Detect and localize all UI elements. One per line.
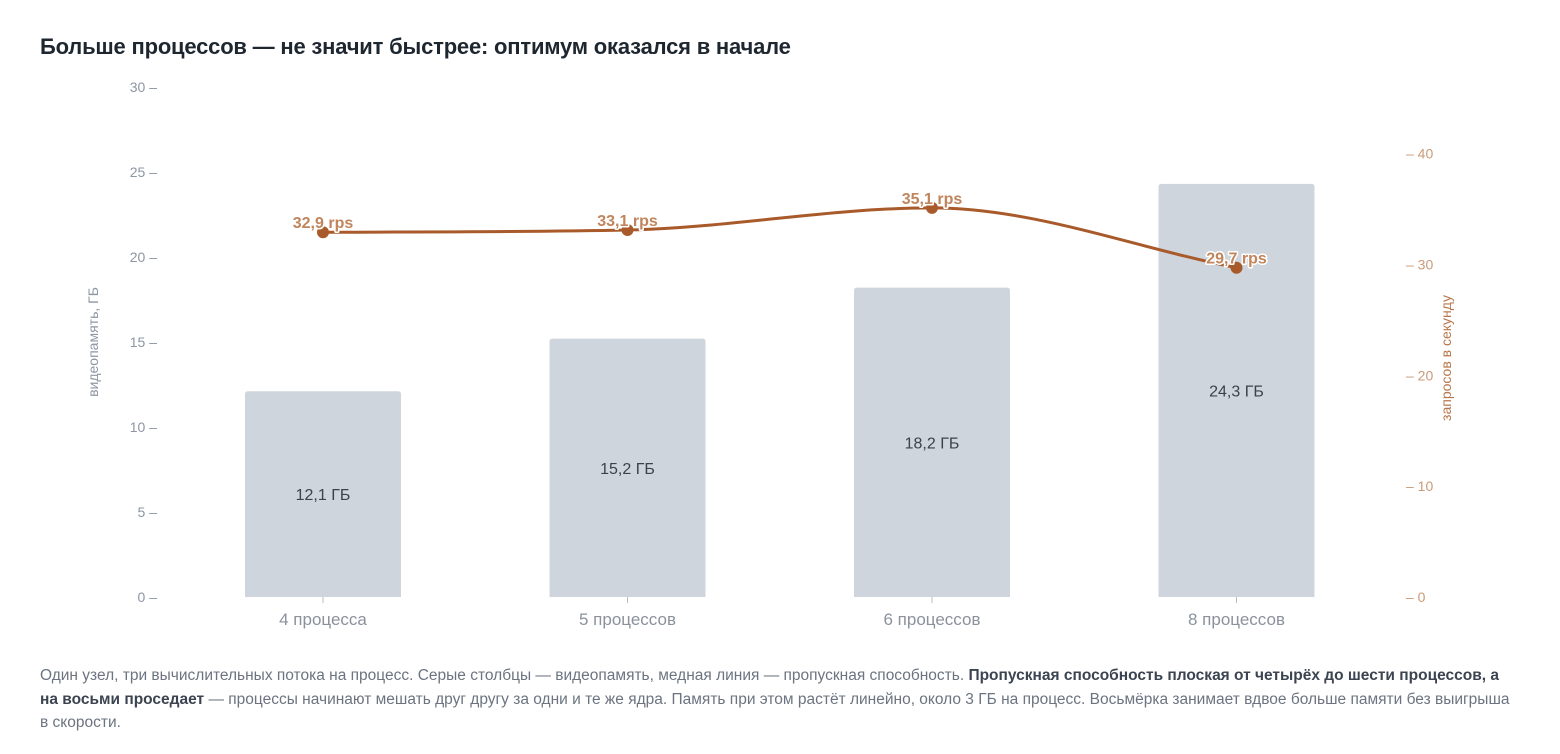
throughput-line — [321, 206, 1238, 270]
x-axis: 4 процесса 5 процессов 6 процессов 8 процес… — [279, 597, 1285, 629]
y-axis-right-label: запросов в секунду — [1438, 295, 1454, 421]
memory-bar — [854, 287, 1010, 597]
throughput-point-label: 29,7 rps — [1206, 251, 1267, 268]
memory-bar-label: 12,1 ГБ — [296, 487, 351, 504]
throughput-point — [926, 201, 938, 214]
y-left-tick-label: 10 – — [130, 419, 157, 435]
x-category-label: 8 процессов — [1188, 610, 1285, 629]
throughput-point — [317, 226, 329, 239]
throughput-point-label: 32,9 rps — [293, 215, 354, 232]
y-right-tick-label: – 20 — [1406, 367, 1433, 383]
x-category-label: 4 процесса — [279, 610, 367, 629]
chart: 0 –5 –10 –15 –20 –25 –30 – – 0– 10– 20– … — [85, 79, 1454, 629]
memory-bar-label: 24,3 ГБ — [1209, 383, 1264, 400]
y-right-tick-label: – 40 — [1406, 146, 1433, 162]
y-left-tick-label: 30 – — [130, 79, 157, 95]
y-right-tick-label: – 0 — [1406, 589, 1426, 605]
memory-bar — [245, 391, 401, 597]
memory-bar-label: 15,2 ГБ — [600, 461, 655, 478]
throughput-point — [621, 224, 634, 237]
bars: 12,1 ГБ 15,2 ГБ 18,2 ГБ 24,3 ГБ — [245, 183, 1315, 597]
y-left-tick-label: 20 – — [130, 249, 157, 265]
memory-bar — [549, 338, 706, 597]
memory-bar-label: 18,2 ГБ — [905, 435, 960, 452]
throughput-point-label: 35,1 rps — [902, 191, 963, 208]
memory-bar — [1158, 183, 1315, 597]
y-axis-right: – 0 – 10 – 20 – 30 – 40 — [1406, 146, 1433, 605]
y-right-tick-label: – 30 — [1406, 256, 1433, 272]
y-axis-left: 0 – 5 – 10 – 15 – 20 – 25 – 30 – — [130, 79, 157, 605]
x-category-label: 6 процессов — [884, 610, 981, 629]
throughput-point — [1230, 261, 1243, 274]
y-left-tick-label: 5 – — [138, 504, 158, 520]
y-left-tick-label: 25 – — [130, 164, 157, 180]
throughput-point-label: 33,1 rps — [597, 213, 658, 230]
y-left-tick-label: 15 – — [130, 334, 157, 350]
caption-text-2: — процессы начинают мешать друг другу за… — [40, 690, 1510, 732]
caption-text-1: Один узел, три вычислительных потока на … — [40, 667, 969, 684]
x-category-label: 5 процессов — [579, 610, 676, 629]
y-right-tick-label: – 10 — [1406, 478, 1433, 494]
chart-title: Больше процессов — не значит быстрее: оп… — [40, 34, 791, 59]
y-left-tick-label: 0 – — [138, 589, 158, 605]
y-axis-left-label: видеопамять, ГБ — [85, 287, 101, 397]
chart-caption: Один узел, три вычислительных потока на … — [40, 664, 1520, 735]
throughput-line-layer: 32,9 rps 33,1 rps 35,1 rps 29,7 rps — [291, 189, 1268, 274]
caption-bold-text: Пропускная способность плоская от четырё… — [40, 667, 1499, 708]
